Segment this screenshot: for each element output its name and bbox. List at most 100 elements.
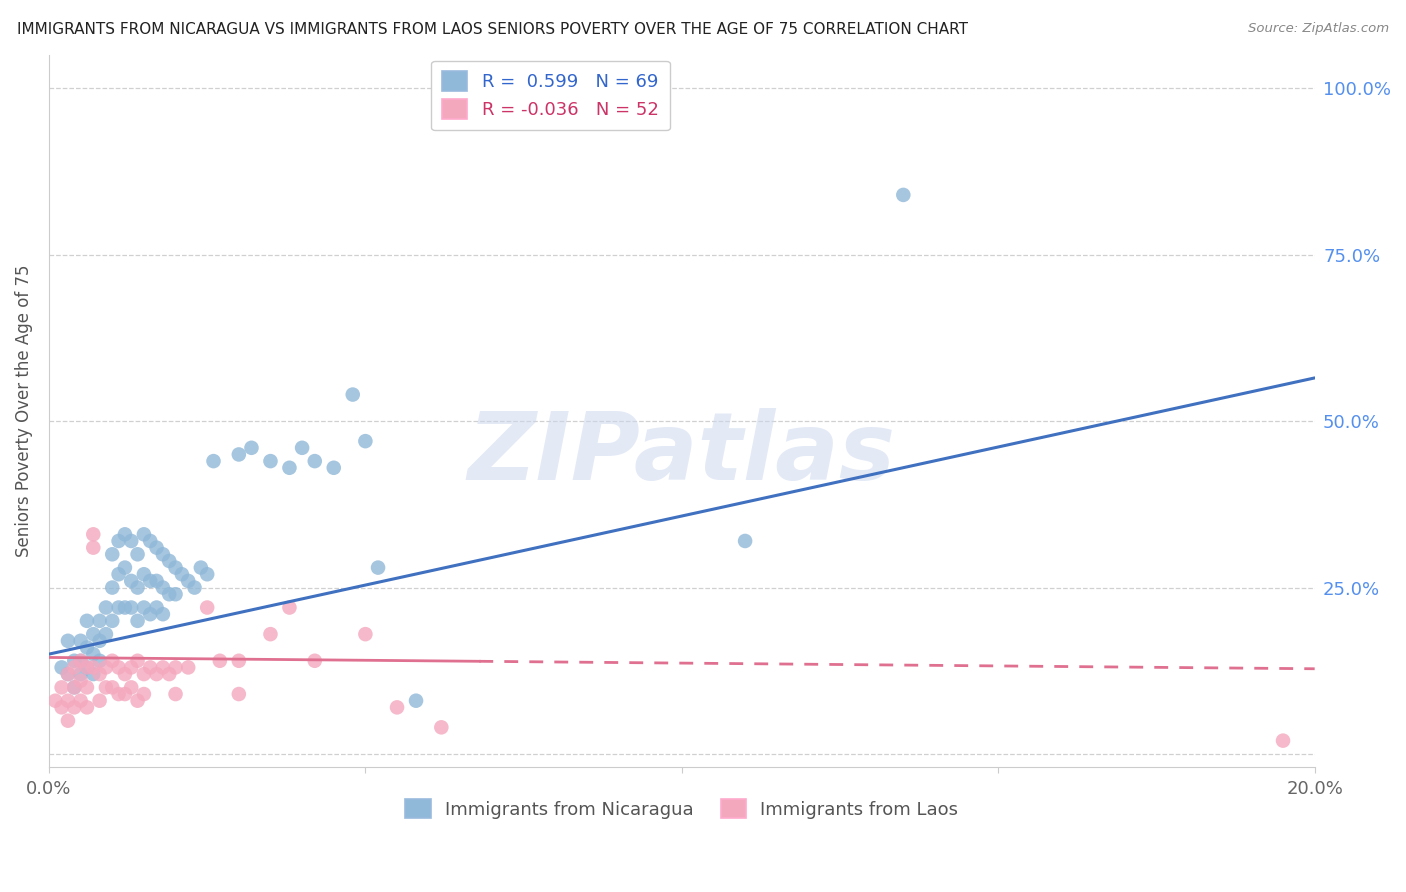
- Point: [278, 460, 301, 475]
- Point: [114, 687, 136, 701]
- Point: [734, 533, 756, 548]
- Point: [228, 447, 250, 461]
- Point: [367, 560, 389, 574]
- Point: [152, 660, 174, 674]
- Point: [82, 541, 104, 555]
- Point: [430, 720, 453, 734]
- Text: Source: ZipAtlas.com: Source: ZipAtlas.com: [1249, 22, 1389, 36]
- Point: [195, 567, 218, 582]
- Point: [127, 547, 149, 561]
- Point: [94, 681, 117, 695]
- Point: [56, 714, 79, 728]
- Point: [63, 681, 86, 695]
- Point: [76, 700, 98, 714]
- Point: [94, 627, 117, 641]
- Point: [82, 527, 104, 541]
- Point: [139, 660, 162, 674]
- Point: [114, 600, 136, 615]
- Point: [76, 681, 98, 695]
- Point: [51, 681, 73, 695]
- Point: [101, 581, 124, 595]
- Point: [322, 460, 344, 475]
- Point: [405, 694, 427, 708]
- Point: [177, 660, 200, 674]
- Point: [63, 654, 86, 668]
- Point: [170, 567, 193, 582]
- Point: [152, 581, 174, 595]
- Point: [82, 660, 104, 674]
- Point: [304, 454, 326, 468]
- Point: [76, 660, 98, 674]
- Point: [291, 441, 314, 455]
- Point: [51, 660, 73, 674]
- Point: [165, 660, 187, 674]
- Point: [228, 687, 250, 701]
- Point: [94, 600, 117, 615]
- Point: [107, 600, 129, 615]
- Point: [165, 687, 187, 701]
- Point: [69, 667, 91, 681]
- Point: [56, 694, 79, 708]
- Point: [132, 567, 155, 582]
- Point: [240, 441, 263, 455]
- Point: [132, 667, 155, 681]
- Point: [342, 387, 364, 401]
- Point: [202, 454, 225, 468]
- Point: [89, 614, 111, 628]
- Point: [145, 574, 167, 588]
- Point: [89, 633, 111, 648]
- Point: [107, 660, 129, 674]
- Point: [183, 581, 205, 595]
- Point: [278, 600, 301, 615]
- Point: [157, 667, 180, 681]
- Point: [139, 574, 162, 588]
- Point: [107, 533, 129, 548]
- Point: [101, 614, 124, 628]
- Point: [208, 654, 231, 668]
- Point: [69, 673, 91, 688]
- Point: [385, 700, 408, 714]
- Point: [89, 694, 111, 708]
- Point: [56, 633, 79, 648]
- Legend: Immigrants from Nicaragua, Immigrants from Laos: Immigrants from Nicaragua, Immigrants fr…: [398, 791, 966, 826]
- Point: [63, 681, 86, 695]
- Point: [63, 700, 86, 714]
- Point: [44, 694, 66, 708]
- Point: [89, 654, 111, 668]
- Point: [56, 667, 79, 681]
- Point: [139, 533, 162, 548]
- Point: [152, 607, 174, 622]
- Point: [259, 454, 281, 468]
- Point: [82, 647, 104, 661]
- Point: [1272, 733, 1295, 747]
- Point: [132, 527, 155, 541]
- Point: [89, 667, 111, 681]
- Point: [165, 560, 187, 574]
- Point: [127, 581, 149, 595]
- Point: [114, 527, 136, 541]
- Point: [165, 587, 187, 601]
- Point: [120, 533, 142, 548]
- Point: [76, 614, 98, 628]
- Point: [127, 694, 149, 708]
- Point: [69, 654, 91, 668]
- Point: [101, 681, 124, 695]
- Point: [891, 187, 914, 202]
- Point: [145, 667, 167, 681]
- Point: [101, 654, 124, 668]
- Point: [120, 681, 142, 695]
- Point: [354, 434, 377, 449]
- Point: [114, 667, 136, 681]
- Point: [107, 567, 129, 582]
- Point: [69, 654, 91, 668]
- Point: [145, 600, 167, 615]
- Point: [304, 654, 326, 668]
- Point: [120, 660, 142, 674]
- Point: [76, 640, 98, 655]
- Point: [82, 667, 104, 681]
- Point: [228, 654, 250, 668]
- Point: [120, 600, 142, 615]
- Point: [354, 627, 377, 641]
- Point: [120, 574, 142, 588]
- Point: [94, 660, 117, 674]
